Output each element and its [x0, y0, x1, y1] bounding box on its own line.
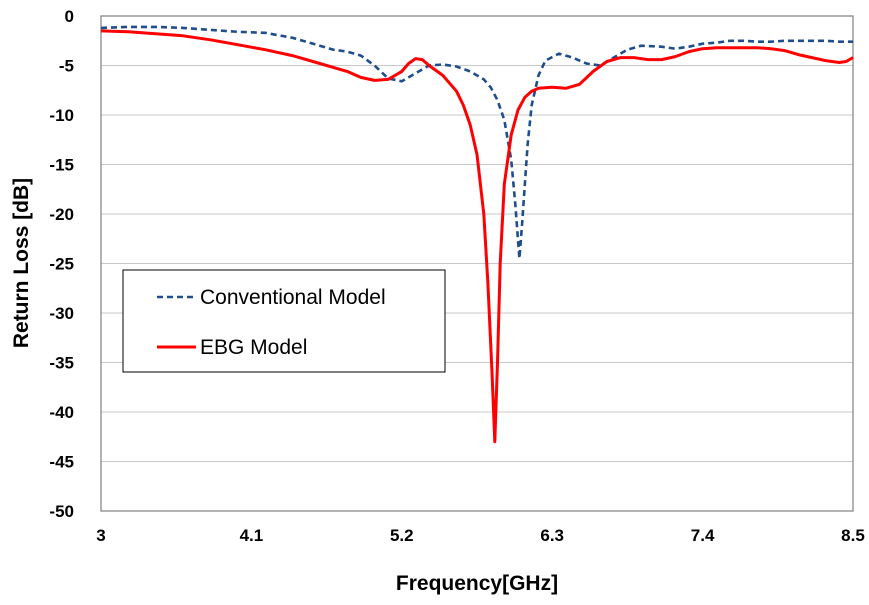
y-tick-label: -5: [59, 57, 74, 76]
y-axis-title: Return Loss [dB]: [10, 178, 33, 348]
y-tick-label: -45: [49, 453, 74, 472]
gridlines: [101, 65, 853, 462]
y-axis-ticks: 0 -5 -10 -15 -20 -25 -30 -35 -40 -45 -50: [49, 7, 74, 521]
legend-box: [122, 269, 446, 373]
x-axis-ticks: 3 4.1 5.2 6.3 7.4 8.5: [96, 526, 865, 545]
y-tick-label: -35: [49, 354, 74, 373]
y-tick-label: -30: [49, 304, 74, 323]
legend-label-ebg: EBG Model: [200, 336, 307, 359]
x-axis-title: Frequency[GHz]: [396, 572, 558, 595]
y-tick-label: -20: [49, 205, 74, 224]
legend-label-conventional: Conventional Model: [200, 286, 386, 309]
x-tick-label: 3: [96, 526, 105, 545]
x-tick-label: 5.2: [390, 526, 414, 545]
x-tick-label: 7.4: [691, 526, 715, 545]
y-tick-label: -25: [49, 255, 74, 274]
y-tick-label: -10: [49, 106, 74, 125]
y-tick-label: 0: [65, 7, 74, 26]
y-tick-label: -40: [49, 403, 74, 422]
series-ebg-line: [100, 29, 854, 444]
series-conventional-line: [100, 25, 853, 260]
plot-area-border: [100, 15, 854, 512]
y-tick-label: -50: [49, 502, 74, 521]
legend: Conventional Model EBG Model: [122, 269, 446, 373]
x-tick-label: 6.3: [540, 526, 564, 545]
x-tick-label: 4.1: [240, 526, 264, 545]
y-tick-label: -15: [49, 156, 74, 175]
series-lines: [100, 25, 854, 444]
x-tick-label: 8.5: [841, 526, 865, 545]
